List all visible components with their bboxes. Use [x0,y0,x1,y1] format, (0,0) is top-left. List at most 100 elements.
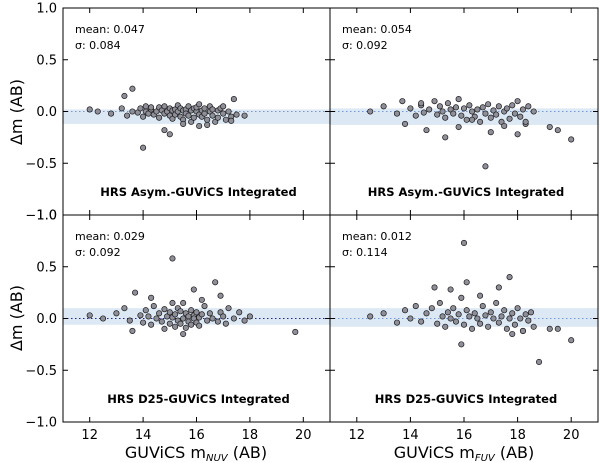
data-point [525,103,532,110]
data-point [393,110,401,117]
data-point [450,305,457,312]
data-point [380,103,387,110]
data-point [495,103,502,110]
data-point [554,325,561,332]
data-point [514,305,521,312]
data-point [188,307,195,314]
data-point [220,313,227,320]
data-point [399,98,406,105]
data-point [86,106,93,113]
y-tick-label: 0.5 [36,53,57,68]
data-point [568,136,575,143]
data-point [485,101,492,108]
data-point [137,312,144,319]
data-point [142,307,149,314]
sigma-label: σ: 0.092 [342,39,388,52]
data-point [535,358,543,366]
data-point [166,320,173,327]
data-point [196,101,203,108]
data-point [233,111,240,118]
sigma-label: σ: 0.114 [342,246,388,259]
data-point [180,299,187,307]
data-point [212,279,219,286]
data-point [482,110,489,117]
panel-title: HRS Asym.-GUViCS Integrated [100,185,296,199]
data-point [201,110,208,117]
data-point [148,321,155,328]
data-point [477,320,484,327]
data-point [474,106,481,113]
data-point [292,328,299,336]
data-point [527,309,535,316]
data-point [142,103,149,110]
data-point [444,100,451,107]
data-point [182,324,189,331]
data-point [517,113,524,120]
data-point [201,105,208,112]
data-point [86,312,93,319]
x-axis-label-left: GUViCS mNUV (AB) [125,443,267,463]
data-point [156,114,163,121]
x-axis-label-right: GUViCS mFUV (AB) [394,443,535,463]
data-point [482,163,489,170]
sigma-label: σ: 0.092 [75,246,121,259]
data-point [514,98,521,105]
data-point [501,122,508,130]
data-point [509,330,516,338]
data-point [100,315,107,322]
x-tick-label: 20 [563,428,580,443]
data-point [108,110,115,117]
x-tick-label: 14 [135,428,152,443]
data-point [241,317,248,324]
data-point [439,108,446,115]
x-tick-label: 14 [402,428,419,443]
data-point [204,317,211,324]
data-point [490,315,497,322]
data-point [471,310,478,317]
data-point [522,118,529,125]
data-point [209,106,216,113]
data-point [177,308,184,315]
y-tick-label: 1.0 [36,209,57,224]
data-point [423,127,430,134]
y-tick-label: 1.0 [36,2,57,17]
y-tick-label: −1.0 [25,416,57,431]
data-point [468,325,476,332]
data-point [188,321,195,328]
data-point [401,307,409,314]
data-point [407,105,414,112]
data-point [447,286,454,293]
data-point [129,85,136,92]
data-point [517,315,524,322]
data-point [485,323,492,330]
data-point [452,318,460,325]
data-point [434,111,441,118]
y-tick-label: −0.5 [25,157,57,172]
data-point [447,315,454,322]
data-point [193,309,200,316]
data-point [442,134,449,141]
data-point [169,255,176,262]
data-point [418,100,425,107]
data-point [222,320,229,327]
mean-label: mean: 0.054 [342,23,412,36]
data-point [185,112,192,119]
data-point [214,114,221,121]
data-point [220,110,227,117]
data-point [554,127,561,134]
data-point [113,310,120,317]
data-point [568,337,575,344]
data-point [431,284,438,291]
data-point [412,112,419,119]
data-point [474,315,481,322]
data-point [172,311,179,318]
data-point [228,117,235,124]
data-point [161,103,168,110]
data-point [495,284,502,291]
data-point [463,279,470,286]
data-point [198,296,205,303]
data-point [420,109,427,116]
data-point [530,108,537,115]
data-point [161,306,168,313]
data-point [487,114,494,121]
